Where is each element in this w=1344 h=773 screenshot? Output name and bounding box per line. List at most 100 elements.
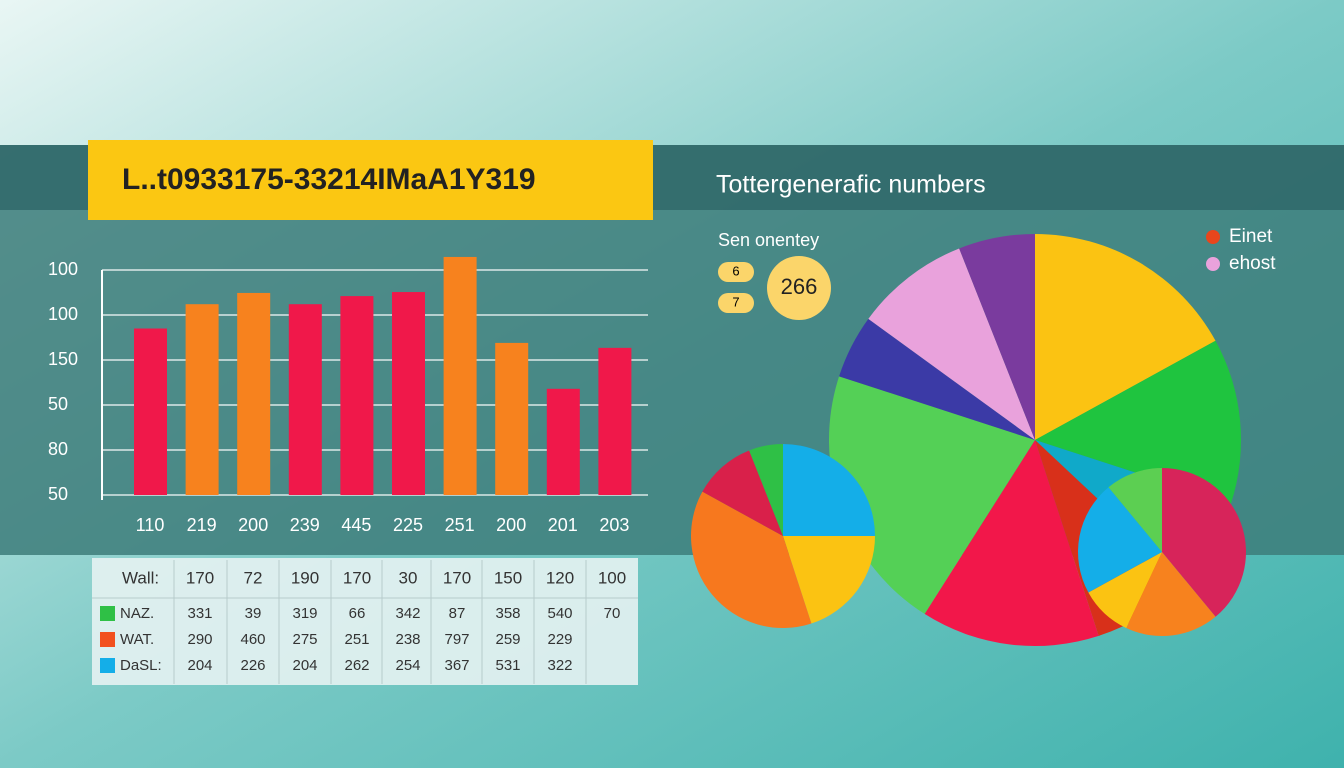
bar bbox=[392, 292, 425, 495]
x-tick-label: 445 bbox=[341, 515, 371, 535]
table-cell: 331 bbox=[187, 605, 212, 622]
table-cell: 259 bbox=[495, 631, 520, 648]
bar bbox=[288, 304, 322, 495]
table-header: 30 bbox=[399, 568, 418, 587]
table-header: 190 bbox=[291, 568, 319, 587]
bar bbox=[598, 347, 632, 495]
legend-label: Einet bbox=[1229, 226, 1273, 247]
title: L..t0933175-33214IMaA1Y319 bbox=[122, 163, 536, 196]
bar bbox=[443, 256, 477, 495]
x-tick-label: 200 bbox=[238, 515, 268, 535]
x-tick-label: 239 bbox=[290, 515, 320, 535]
legend-swatch bbox=[1206, 230, 1220, 244]
pie-slice bbox=[839, 318, 1035, 440]
table-bg bbox=[92, 558, 638, 685]
table-cell: 275 bbox=[292, 631, 317, 648]
table-cell: 531 bbox=[495, 657, 520, 674]
pie-slice bbox=[1088, 552, 1162, 629]
badge bbox=[718, 293, 754, 313]
bar bbox=[340, 296, 374, 495]
y-tick-label: 100 bbox=[48, 259, 78, 279]
legend-label: ehost bbox=[1229, 253, 1276, 274]
table-cell: DaSL: bbox=[120, 657, 162, 674]
table-cell: 797 bbox=[444, 631, 469, 648]
legend-swatch bbox=[1206, 257, 1220, 271]
table-cell: 251 bbox=[344, 631, 369, 648]
table-header: Wall: bbox=[122, 568, 159, 587]
table-header: 120 bbox=[546, 568, 574, 587]
y-tick-label: 50 bbox=[48, 394, 68, 414]
pie-slice bbox=[868, 248, 1035, 440]
pie-slice bbox=[959, 234, 1035, 440]
x-tick-label: 200 bbox=[496, 515, 526, 535]
badge-text: 6 bbox=[732, 263, 739, 278]
row-swatch bbox=[100, 606, 115, 621]
table-header: 150 bbox=[494, 568, 522, 587]
y-tick-label: 50 bbox=[48, 484, 68, 504]
table-cell: 70 bbox=[604, 605, 621, 622]
x-tick-label: 251 bbox=[445, 515, 475, 535]
table-cell: 358 bbox=[495, 605, 520, 622]
table-cell: 262 bbox=[344, 657, 369, 674]
pie-title: Tottergenerafic numbers bbox=[716, 171, 986, 199]
highlight-text: 266 bbox=[781, 274, 818, 299]
table-header: 170 bbox=[443, 568, 471, 587]
row-swatch bbox=[100, 658, 115, 673]
bar bbox=[495, 342, 529, 495]
pie-slice bbox=[783, 536, 875, 624]
table-cell: 229 bbox=[547, 631, 572, 648]
table-cell: 39 bbox=[245, 605, 262, 622]
pie-slice bbox=[1078, 487, 1162, 593]
table-cell: 540 bbox=[547, 605, 572, 622]
bar bbox=[237, 292, 271, 495]
table-cell: 238 bbox=[395, 631, 420, 648]
pie-slice bbox=[829, 376, 1035, 614]
badge bbox=[718, 262, 754, 282]
x-tick-label: 110 bbox=[136, 515, 165, 535]
table-cell: 367 bbox=[444, 657, 469, 674]
pie-slice bbox=[783, 444, 875, 536]
annotation: Sen onentey bbox=[718, 230, 819, 250]
x-tick-label: 225 bbox=[393, 515, 423, 535]
table-header: 72 bbox=[244, 568, 263, 587]
table-cell: 319 bbox=[292, 605, 317, 622]
table-cell: 342 bbox=[395, 605, 420, 622]
table-cell: 204 bbox=[187, 657, 212, 674]
dynamic: 100 100 150 50 80 50 110 219 200 239 445 225 251 200 2… bbox=[48, 226, 1276, 684]
table-header: 170 bbox=[186, 568, 214, 587]
table-cell: 204 bbox=[292, 657, 317, 674]
table-header: 100 bbox=[598, 568, 626, 587]
bar bbox=[185, 304, 219, 495]
table-header: 170 bbox=[343, 568, 371, 587]
highlight-badge bbox=[767, 256, 831, 320]
table-cell: 254 bbox=[395, 657, 420, 674]
title-box bbox=[88, 140, 653, 220]
y-tick-label: 100 bbox=[48, 304, 78, 324]
pie-slice bbox=[1162, 468, 1246, 617]
pie-slice bbox=[924, 440, 1099, 646]
pie-slice bbox=[749, 444, 783, 536]
table-cell: WAT. bbox=[120, 631, 154, 648]
row-swatch bbox=[100, 632, 115, 647]
y-tick-label: 80 bbox=[48, 439, 68, 459]
table-cell: 460 bbox=[240, 631, 265, 648]
x-tick-label: 219 bbox=[187, 515, 217, 535]
pie-slice bbox=[690, 491, 812, 628]
bar bbox=[546, 388, 580, 495]
x-tick-label: 203 bbox=[599, 515, 629, 535]
pie-slice bbox=[1035, 340, 1241, 504]
table-cell: 66 bbox=[349, 605, 366, 622]
table-cell: 290 bbox=[187, 631, 212, 648]
pie-slice bbox=[1035, 234, 1216, 440]
x-tick-label: 201 bbox=[548, 515, 578, 535]
bar bbox=[134, 328, 167, 495]
table-cell: 322 bbox=[547, 657, 572, 674]
table-cell: NAZ. bbox=[120, 605, 154, 622]
pie-slice bbox=[1126, 552, 1216, 637]
badge-text: 7 bbox=[732, 294, 739, 309]
pie-slice bbox=[1108, 468, 1162, 552]
y-tick-label: 150 bbox=[48, 349, 78, 369]
pie-slice bbox=[702, 450, 783, 536]
